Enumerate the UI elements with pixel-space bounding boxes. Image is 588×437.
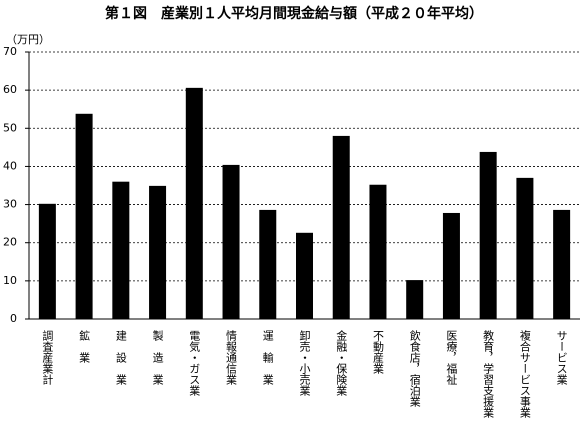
x-tick-label: 飲食店，宿泊業: [408, 329, 421, 407]
bar: [38, 203, 56, 319]
y-axis-label: （万円）: [6, 33, 50, 46]
bar: [553, 209, 571, 319]
y-tick-label: 50: [3, 121, 17, 134]
x-tick-label: 不動産業: [371, 330, 384, 374]
x-tick-label: 情報通信業: [225, 330, 238, 385]
bar: [516, 177, 534, 319]
x-tick-label: 複合サービス事業: [518, 329, 531, 418]
x-tick-label: 建 設 業: [114, 329, 127, 385]
x-tick-label: 卸売・小売業: [298, 329, 311, 396]
bar: [442, 212, 460, 319]
bar: [75, 113, 93, 319]
bar: [332, 135, 350, 319]
x-tick-label: 調査産業計: [41, 329, 54, 386]
bar: [479, 151, 497, 319]
y-tick-label: 10: [3, 274, 17, 287]
x-tick-label: 電気・ガス業: [188, 330, 201, 396]
x-tick-label: 金融・保険業: [335, 329, 348, 396]
x-tick-label: 教育，学習支援業: [482, 330, 495, 418]
bar: [406, 280, 424, 319]
x-tick-label: サービス業: [555, 330, 568, 385]
x-tick-label: 運 輸 業: [261, 330, 274, 385]
x-tick-label: 製 造 業: [151, 329, 164, 385]
y-tick-label: 30: [3, 198, 17, 211]
bar: [296, 232, 313, 319]
bar: [259, 209, 277, 319]
x-tick-label: 鉱 業: [78, 329, 91, 363]
x-tick-label: 医療，福祉: [445, 330, 458, 386]
bar: [185, 87, 203, 320]
y-tick-label: 0: [10, 312, 17, 325]
bar: [369, 184, 387, 319]
y-tick-label: 70: [3, 45, 17, 58]
bar: [112, 181, 130, 319]
bar: [222, 164, 240, 319]
y-tick-label: 60: [3, 83, 17, 96]
chart-title: 第１図 産業別１人平均月間現金給与額（平成２０年平均）: [105, 5, 483, 22]
bar: [149, 185, 167, 319]
y-tick-label: 20: [3, 236, 17, 249]
y-tick-label: 40: [3, 159, 17, 172]
